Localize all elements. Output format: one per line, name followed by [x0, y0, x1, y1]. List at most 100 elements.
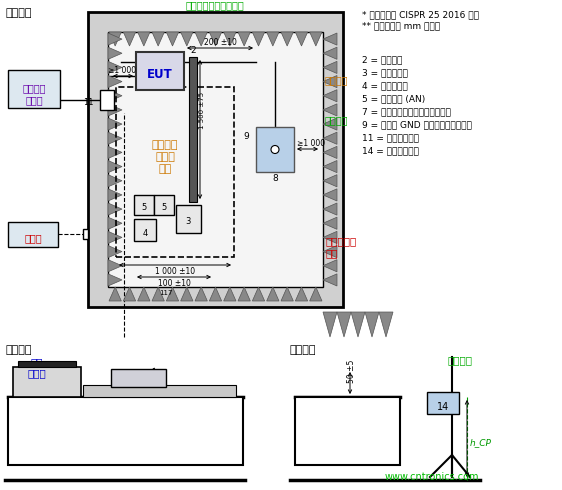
- Bar: [176, 205, 201, 233]
- Bar: [134, 195, 154, 215]
- Polygon shape: [323, 47, 337, 59]
- Polygon shape: [310, 287, 322, 301]
- Polygon shape: [108, 132, 122, 145]
- Text: 7 = 相对介电常数较低的支持电路: 7 = 相对介电常数较低的支持电路: [362, 107, 451, 116]
- Polygon shape: [365, 312, 379, 337]
- Text: 5: 5: [142, 203, 147, 213]
- Text: 3 = 负载模拟器: 3 = 负载模拟器: [362, 68, 408, 77]
- Bar: [83, 385, 236, 397]
- Polygon shape: [195, 32, 207, 46]
- Text: 拉杆天线: 拉杆天线: [447, 355, 472, 365]
- Text: 主视图：: 主视图：: [5, 345, 31, 355]
- Bar: [13, 367, 81, 397]
- Bar: [116, 87, 234, 257]
- Bar: [83, 229, 88, 239]
- Polygon shape: [108, 61, 122, 74]
- Text: ≥1 000: ≥1 000: [297, 139, 325, 148]
- Polygon shape: [180, 287, 193, 301]
- Polygon shape: [323, 147, 337, 158]
- Text: 9 = 地网与 GND 平面之间的接地连接: 9 = 地网与 GND 平面之间的接地连接: [362, 120, 472, 129]
- Text: * 图片改编自 CISPR 25 2016 规范: * 图片改编自 CISPR 25 2016 规范: [362, 10, 479, 19]
- Polygon shape: [108, 174, 122, 187]
- Polygon shape: [108, 90, 122, 102]
- Text: 1 000 ±10: 1 000 ±10: [155, 267, 195, 276]
- Polygon shape: [281, 287, 293, 301]
- Text: EUT: EUT: [126, 376, 149, 386]
- Polygon shape: [351, 312, 365, 337]
- Bar: [154, 195, 174, 215]
- Text: 2: 2: [190, 46, 196, 55]
- Text: h_CP: h_CP: [470, 439, 492, 447]
- Text: 50 ±5: 50 ±5: [347, 360, 356, 383]
- Text: ≥1 000: ≥1 000: [108, 66, 136, 75]
- Polygon shape: [323, 203, 337, 215]
- Text: 平面图：: 平面图：: [5, 8, 31, 18]
- Polygon shape: [108, 147, 122, 158]
- Bar: [427, 392, 459, 414]
- Polygon shape: [323, 260, 337, 272]
- Polygon shape: [323, 33, 337, 45]
- Polygon shape: [323, 174, 337, 187]
- Polygon shape: [323, 104, 337, 116]
- Polygon shape: [266, 287, 279, 301]
- Text: 11: 11: [83, 98, 93, 107]
- Text: 1 500 ±75: 1 500 ±75: [199, 92, 205, 129]
- Bar: [111, 369, 166, 387]
- Text: 11 = 穿墙式连接器: 11 = 穿墙式连接器: [362, 133, 419, 142]
- Text: 14 = 天线匹配单元: 14 = 天线匹配单元: [362, 146, 419, 155]
- Polygon shape: [166, 32, 179, 46]
- Text: 拉杆天线: 拉杆天线: [325, 115, 348, 125]
- Text: 4 = 电源或电池: 4 = 电源或电池: [362, 81, 408, 90]
- Polygon shape: [108, 161, 122, 172]
- Polygon shape: [323, 75, 337, 88]
- Polygon shape: [323, 189, 337, 201]
- Polygon shape: [108, 245, 122, 258]
- Polygon shape: [238, 32, 250, 46]
- Text: 9: 9: [243, 132, 249, 141]
- Text: 内衬吸收器的屏蔽外壳: 内衬吸收器的屏蔽外壳: [185, 0, 244, 10]
- Polygon shape: [281, 32, 293, 46]
- Text: 侧视图：: 侧视图：: [290, 345, 316, 355]
- Bar: [100, 90, 114, 110]
- Text: EUT: EUT: [147, 69, 173, 81]
- Polygon shape: [323, 118, 337, 130]
- Polygon shape: [323, 61, 337, 74]
- Polygon shape: [152, 32, 164, 46]
- Polygon shape: [195, 287, 207, 301]
- Polygon shape: [323, 90, 337, 102]
- Text: 监控中: 监控中: [24, 233, 42, 243]
- Polygon shape: [108, 75, 122, 88]
- Text: 5 = 人工网络 (AN): 5 = 人工网络 (AN): [362, 94, 425, 103]
- Polygon shape: [123, 32, 135, 46]
- Polygon shape: [323, 231, 337, 244]
- Polygon shape: [108, 274, 122, 286]
- Circle shape: [271, 146, 279, 153]
- Text: 5: 5: [161, 203, 166, 213]
- Polygon shape: [108, 217, 122, 229]
- Polygon shape: [323, 274, 337, 286]
- Polygon shape: [109, 287, 121, 301]
- Bar: [8, 222, 58, 247]
- Text: ** 空间距离以 mm 为单位: ** 空间距离以 mm 为单位: [362, 21, 440, 30]
- Polygon shape: [108, 118, 122, 130]
- Bar: [18, 361, 76, 367]
- Text: 射频吸收器
材料: 射频吸收器 材料: [325, 236, 356, 258]
- Polygon shape: [138, 287, 150, 301]
- Bar: [8, 70, 60, 108]
- Bar: [295, 397, 400, 465]
- Bar: [256, 127, 294, 172]
- Polygon shape: [138, 32, 150, 46]
- Bar: [8, 397, 243, 465]
- Polygon shape: [296, 287, 307, 301]
- Polygon shape: [252, 287, 265, 301]
- Text: 接地平面
与外壳
接合: 接地平面 与外壳 接合: [152, 141, 178, 173]
- Polygon shape: [180, 32, 193, 46]
- Polygon shape: [209, 32, 221, 46]
- Bar: [134, 219, 156, 241]
- Polygon shape: [296, 32, 307, 46]
- Text: 200 ±10: 200 ±10: [203, 38, 237, 47]
- Text: 100 ±10: 100 ±10: [157, 279, 191, 288]
- Polygon shape: [323, 161, 337, 172]
- Bar: [136, 52, 184, 90]
- Polygon shape: [310, 32, 322, 46]
